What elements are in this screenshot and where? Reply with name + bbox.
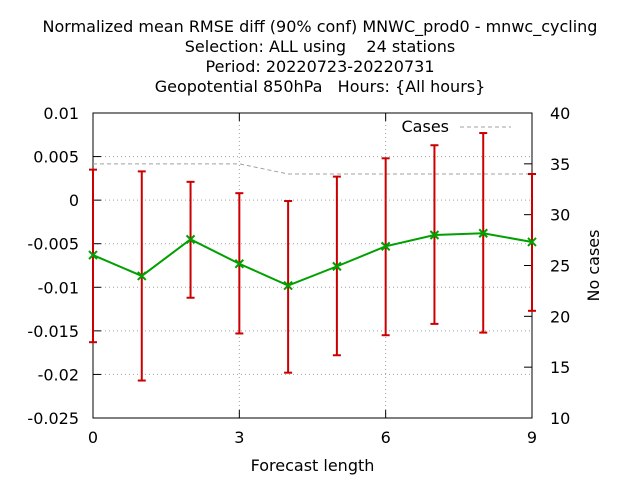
y-tick-label: -0.015 xyxy=(27,322,79,341)
data-point xyxy=(185,234,196,245)
title-line: Selection: ALL using 24 stations xyxy=(185,37,455,56)
data-point xyxy=(332,261,342,272)
y-tick-label: -0.02 xyxy=(38,365,79,384)
data-point xyxy=(283,280,293,291)
data-point xyxy=(527,237,537,247)
y2-tick-label: 15 xyxy=(550,358,570,377)
x-tick-label: 9 xyxy=(527,428,537,447)
y-tick-label: 0.005 xyxy=(33,148,79,167)
x-axis-label: Forecast length xyxy=(251,456,375,475)
rmse-diff-series xyxy=(88,228,537,291)
chart-title: Normalized mean RMSE diff (90% conf) MNW… xyxy=(43,17,598,96)
data-point xyxy=(478,228,488,238)
y-tick-label: 0 xyxy=(69,191,79,210)
data-point xyxy=(234,259,245,269)
y2-axis-label: No cases xyxy=(584,230,603,302)
title-line: Normalized mean RMSE diff (90% conf) MNW… xyxy=(43,17,598,37)
y2-tick-label: 10 xyxy=(550,409,570,428)
x-tick-label: 3 xyxy=(234,428,244,447)
y-tick-label: -0.005 xyxy=(27,235,79,254)
title-line: Geopotential 850hPa Hours: {All hours} xyxy=(155,77,486,96)
y-axis-ticks: 0.01 0.005 0 -0.005 -0.01 -0.015 -0.02 -0.025 xyxy=(27,104,101,428)
data-point xyxy=(88,250,98,260)
y-tick-label: -0.01 xyxy=(38,278,79,297)
y2-tick-label: 35 xyxy=(550,155,570,174)
cases-line xyxy=(93,163,532,175)
title-line: Period: 20220723-20220731 xyxy=(205,57,434,76)
y2-axis-ticks: 40 35 30 25 20 15 10 xyxy=(524,104,570,428)
rmse-diff-line xyxy=(92,232,533,287)
x-tick-label: 6 xyxy=(381,428,391,447)
data-point xyxy=(137,271,147,281)
grid-lines xyxy=(93,113,532,418)
y2-tick-label: 40 xyxy=(550,104,570,123)
error-bars xyxy=(89,132,536,382)
legend-label: Cases xyxy=(402,117,450,136)
x-axis-ticks: 0 3 6 9 xyxy=(88,113,537,447)
y2-tick-label: 25 xyxy=(550,257,570,276)
y-tick-label: 0.01 xyxy=(43,104,79,123)
y2-tick-label: 30 xyxy=(550,206,570,225)
plot-frame xyxy=(92,112,533,419)
y2-tick-label: 20 xyxy=(550,307,570,326)
data-point xyxy=(429,230,440,240)
cases-series xyxy=(93,163,532,175)
legend: Cases xyxy=(402,117,511,136)
x-tick-label: 0 xyxy=(88,428,98,447)
y-tick-label: -0.025 xyxy=(27,409,79,428)
data-point xyxy=(380,241,391,252)
